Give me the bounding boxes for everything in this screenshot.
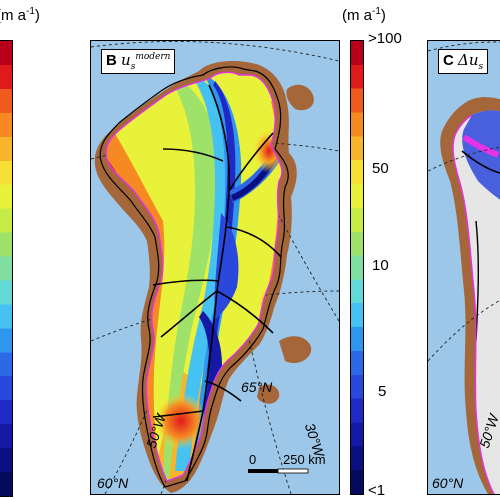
panel-a-unit-label: (m a-1) [0,6,40,24]
panel-c-map-svg [428,41,500,494]
change-c-north [462,110,500,200]
divide-c2 [475,220,479,342]
panel-c-map: C Δus 60°N 50°W [427,40,500,495]
lat-60-label-c: 60°N [432,475,464,491]
colorbar-tick-50: 50 [372,160,389,177]
lat-65-label: 65°N [241,379,273,395]
panel-c-letter: C [443,52,454,69]
panel-c-label: C Δus [438,49,489,74]
colorbar-tick-top: >100 [368,30,402,47]
panel-b-letter: B [106,52,117,69]
unit-text-mid: (m a [342,7,372,24]
drainage-divides [152,84,282,482]
colorbar-tick-bottom: <1 [368,482,386,499]
panel-c-sub: s [478,62,484,72]
ice-c [453,110,500,494]
panel-b-sub: s [130,62,136,72]
lat-60-label: 60°N [97,475,129,491]
unit-sup-mid: -1 [372,6,381,17]
panel-c-sym: Δu [458,51,479,69]
panel-b-sup: modern [135,52,171,62]
colorbar-unit-label: (m a-1) [342,6,386,24]
colorbar-tick-10: 10 [372,257,389,274]
panel-b-sym: u [121,51,131,69]
colorbar-gradient-mid [351,41,363,494]
scale-bar [248,468,309,474]
unit-sup: -1 [26,6,35,17]
velocity-colorbar [350,40,364,495]
panel-a-colorbar [0,40,13,497]
ice-margin [105,71,283,482]
panel-c-symbol: Δus [458,51,484,72]
colorbar-tick-5: 5 [378,383,387,400]
margin-c [452,114,495,494]
colorbar-gradient [0,41,12,496]
divide-c [461,150,500,174]
scale-zero-label: 0 [249,452,257,467]
scale-distance-label: 250 km [283,452,326,467]
unit-text: (m a [0,7,26,24]
panel-b-label: B usmodern [101,49,176,74]
unit-close-mid: ) [380,7,386,24]
change-c-highlight [462,134,500,158]
panel-b-map: B usmodern 65°N 60°N 50°W 30°W 0 250 km [90,40,340,495]
panel-b-symbol: usmodern [121,51,171,72]
panel-b-map-svg [91,41,339,494]
graticule-c [428,41,500,362]
unit-close: ) [34,7,40,24]
coastline [99,66,289,488]
